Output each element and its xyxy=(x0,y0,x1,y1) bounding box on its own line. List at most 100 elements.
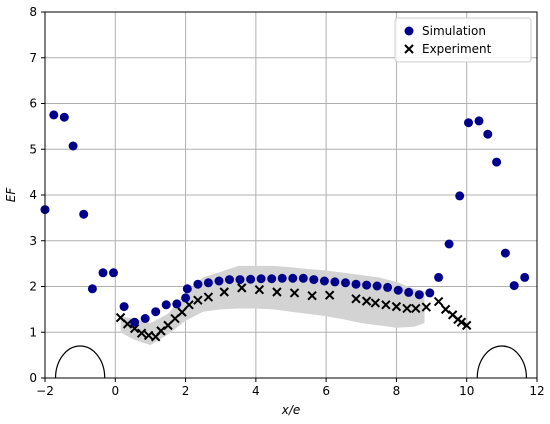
experiment-point xyxy=(272,287,282,297)
simulation-point xyxy=(203,278,213,288)
simulation-point xyxy=(383,282,393,292)
experiment-point xyxy=(456,317,467,327)
y-tick-label: 5 xyxy=(29,142,37,156)
simulation-point xyxy=(151,307,161,317)
semicircle-shape xyxy=(54,345,106,379)
x-tick-label: −2 xyxy=(36,384,54,398)
simulation-point xyxy=(414,290,424,300)
simulation-point xyxy=(119,302,129,312)
simulation-point xyxy=(464,118,473,128)
geometry-shapes xyxy=(54,345,528,379)
experiment-point xyxy=(440,304,451,315)
simulation-point xyxy=(455,191,465,201)
experiment-point xyxy=(421,302,432,312)
y-tick-label: 1 xyxy=(29,325,37,339)
experiment-point xyxy=(143,330,154,341)
experiment-point xyxy=(361,296,372,306)
x-axis-label: x/e xyxy=(281,403,301,417)
simulation-point xyxy=(509,281,519,291)
experiment-point xyxy=(289,288,300,298)
simulation-point xyxy=(444,239,454,249)
experiment-point xyxy=(136,328,147,338)
experiment-point xyxy=(370,298,381,308)
simulation-series xyxy=(40,110,530,327)
x-tick-label: 6 xyxy=(322,384,330,398)
x-tick-label: 10 xyxy=(459,384,474,398)
simulation-point xyxy=(500,248,510,258)
simulation-point xyxy=(483,129,493,139)
simulation-point xyxy=(172,299,182,309)
simulation-point xyxy=(277,273,287,283)
simulation-point xyxy=(362,280,372,290)
simulation-point xyxy=(235,275,245,285)
simulation-point xyxy=(330,277,340,287)
simulation-point xyxy=(520,272,530,282)
experiment-point xyxy=(254,284,265,295)
simulation-point xyxy=(87,284,97,294)
x-tick-label: 4 xyxy=(252,384,260,398)
simulation-point xyxy=(434,272,444,282)
experiment-point xyxy=(129,323,140,334)
simulation-point xyxy=(256,274,266,284)
x-ticks: −2 0 2 4 6 8 10 12 xyxy=(36,378,545,398)
experiment-point xyxy=(411,303,421,314)
experiment-point xyxy=(177,307,187,317)
experiment-point xyxy=(193,295,203,305)
simulation-point xyxy=(404,287,414,297)
simulation-point xyxy=(193,279,203,289)
experiment-point xyxy=(219,287,229,297)
experiment-point xyxy=(351,294,361,304)
semicircle-shape xyxy=(476,345,528,379)
simulation-point xyxy=(341,278,350,288)
simulation-point xyxy=(309,275,319,285)
experiment-point xyxy=(237,283,247,293)
experiment-point xyxy=(307,290,317,301)
simulation-point xyxy=(474,116,484,126)
simulation-point xyxy=(492,157,502,167)
experiment-point xyxy=(203,292,214,302)
legend-simulation-marker xyxy=(404,26,414,36)
simulation-point xyxy=(351,279,361,289)
simulation-point xyxy=(425,288,435,298)
simulation-point xyxy=(319,276,329,286)
simulation-point xyxy=(214,276,224,286)
experiment-point xyxy=(324,290,335,300)
experiment-point xyxy=(115,312,126,323)
y-tick-label: 3 xyxy=(29,234,37,248)
legend-experiment-marker xyxy=(404,44,414,54)
simulation-point xyxy=(109,268,118,278)
simulation-point xyxy=(130,317,140,327)
y-axis-label: EF xyxy=(4,187,18,203)
legend-simulation-label: Simulation xyxy=(422,24,486,38)
simulation-point xyxy=(181,293,191,303)
experiment-point xyxy=(163,320,173,331)
x-tick-label: 12 xyxy=(529,384,544,398)
y-tick-label: 7 xyxy=(29,51,37,65)
experiment-point xyxy=(170,313,180,324)
simulation-point xyxy=(372,281,382,291)
simulation-point xyxy=(79,209,89,219)
simulation-point xyxy=(267,274,277,284)
y-ticks: 0 1 2 3 4 5 6 7 8 xyxy=(29,5,45,385)
legend: Simulation Experiment xyxy=(394,17,532,63)
experiment-point xyxy=(156,326,166,336)
y-tick-label: 8 xyxy=(29,5,37,19)
experiment-point xyxy=(402,303,412,314)
y-tick-label: 6 xyxy=(29,97,37,111)
y-tick-label: 2 xyxy=(29,280,37,294)
x-tick-label: 2 xyxy=(182,384,190,398)
legend-box xyxy=(394,17,532,63)
simulation-point xyxy=(140,314,150,323)
simulation-point xyxy=(161,300,171,310)
simulation-point xyxy=(246,274,256,284)
experiment-point xyxy=(381,300,391,310)
simulation-point xyxy=(288,273,298,283)
experiment-point xyxy=(462,320,472,331)
y-tick-label: 0 xyxy=(29,371,37,385)
simulation-point xyxy=(49,110,59,120)
simulation-point xyxy=(68,141,78,151)
x-tick-label: 0 xyxy=(111,384,119,398)
legend-experiment-label: Experiment xyxy=(422,42,492,56)
y-tick-label: 4 xyxy=(29,188,37,202)
